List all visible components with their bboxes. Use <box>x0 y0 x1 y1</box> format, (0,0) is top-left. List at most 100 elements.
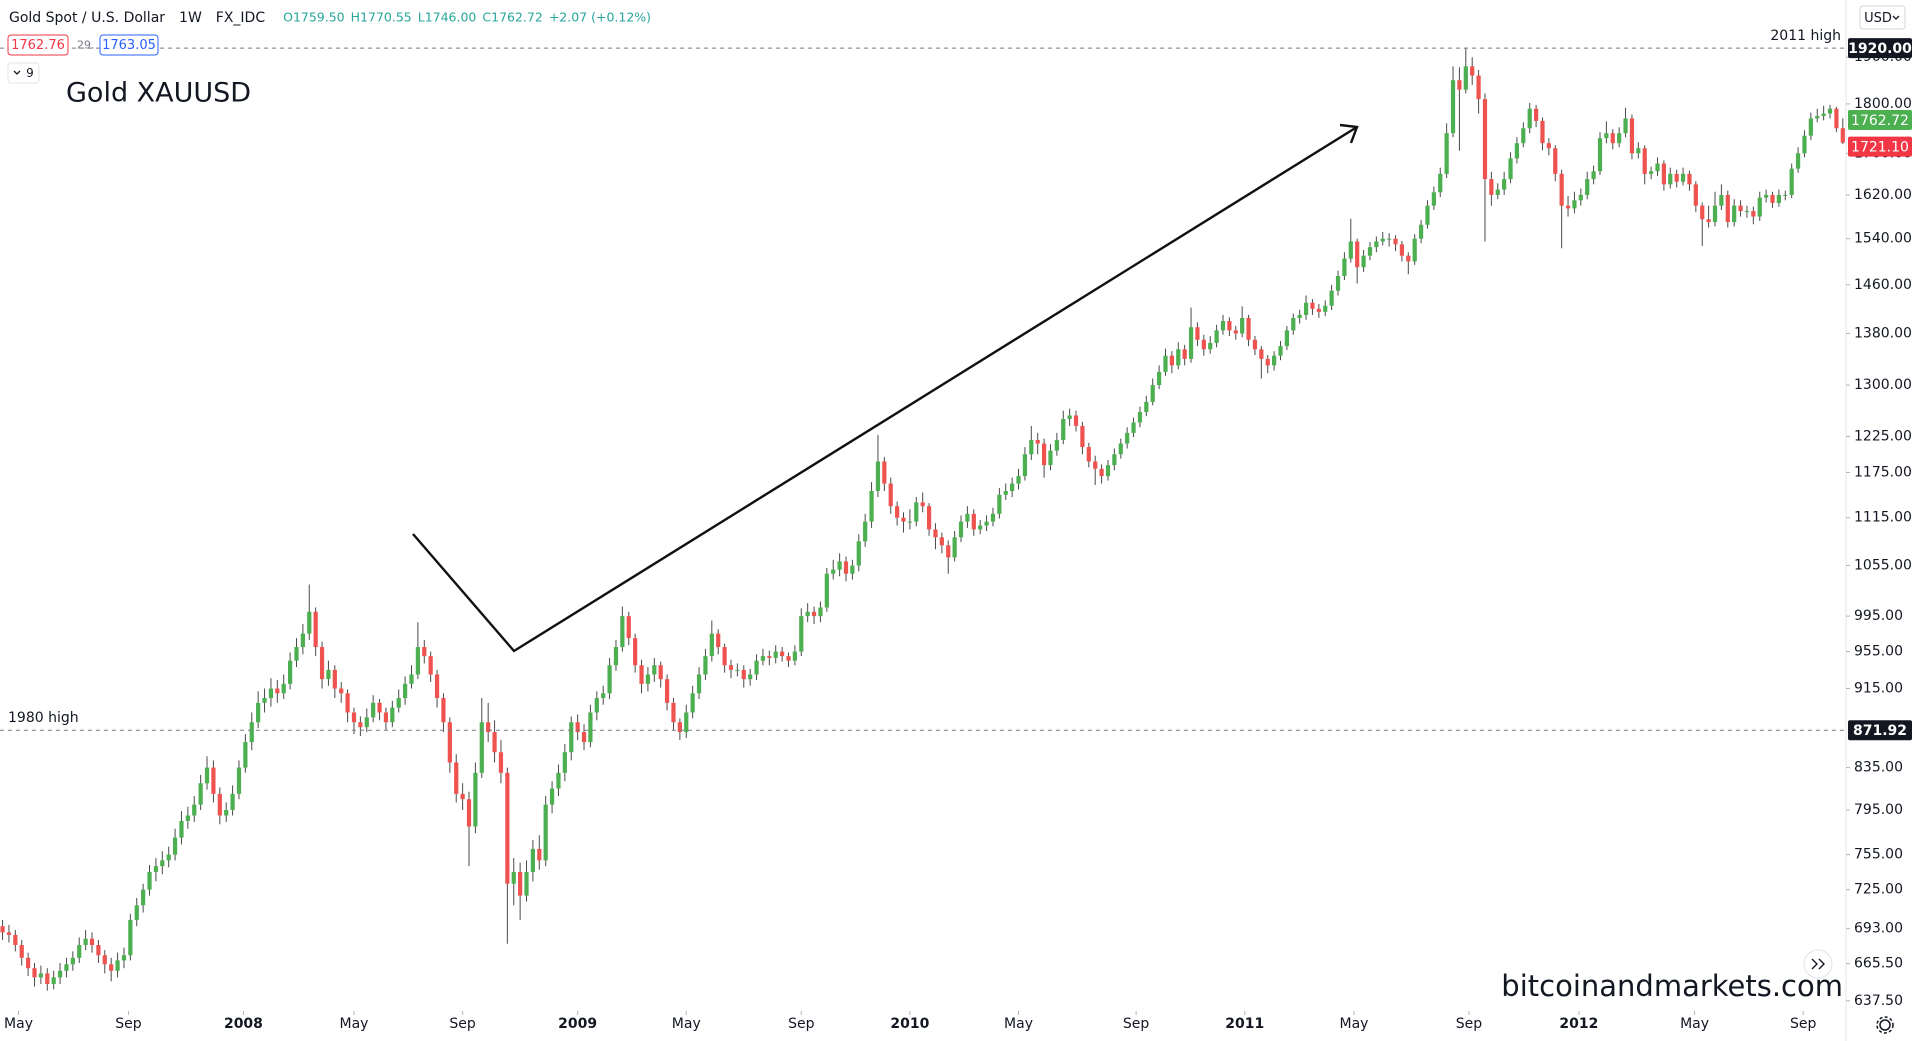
candle-body <box>997 494 1002 514</box>
candle-body <box>505 772 510 884</box>
candle-body <box>1150 385 1155 402</box>
y-tick-label: 1540.00 <box>1854 231 1912 247</box>
candle-body <box>882 461 887 484</box>
x-tick-label: May <box>672 1016 701 1032</box>
currency[interactable]: USD <box>1864 11 1892 26</box>
candle-body <box>1636 148 1641 154</box>
y-tick-label: 755.00 <box>1854 847 1903 863</box>
candle-body <box>639 665 644 684</box>
candle-body <box>1642 148 1647 174</box>
chart-title: Gold XAUUSD <box>66 78 251 109</box>
x-tick-label: Sep <box>1456 1016 1483 1032</box>
candle-body <box>1565 205 1571 209</box>
x-tick-label: Sep <box>788 1016 815 1032</box>
candle-body <box>933 529 938 538</box>
candle-body <box>1265 358 1270 366</box>
y-tick-label: 665.50 <box>1854 956 1903 972</box>
level-price-box <box>1848 720 1912 741</box>
candle-body <box>1438 173 1443 193</box>
candle-body <box>965 513 970 522</box>
candle-body <box>326 669 331 680</box>
candle-body <box>377 702 382 713</box>
candle-body <box>287 660 293 684</box>
candle-body <box>869 491 874 522</box>
candle-body <box>901 517 906 522</box>
candle-body <box>1578 194 1583 201</box>
candle-body <box>1041 443 1047 466</box>
candle-body <box>594 698 599 713</box>
candle-body <box>153 866 159 872</box>
candle-body <box>428 656 433 675</box>
candle-body <box>128 919 133 956</box>
candle-body <box>1125 432 1130 444</box>
candle-body <box>1802 135 1807 154</box>
price-label-box <box>1848 136 1912 157</box>
candle-body <box>607 665 612 694</box>
candle-body <box>588 712 593 743</box>
y-tick-label: 637.50 <box>1854 993 1903 1009</box>
candle-body <box>83 938 88 946</box>
candle-body <box>1585 179 1590 195</box>
candle-body <box>1067 415 1072 419</box>
candle-body <box>850 565 855 574</box>
scroll-right-button[interactable] <box>1803 949 1833 979</box>
settings-gear[interactable] <box>1876 1016 1894 1034</box>
candle-body <box>1661 163 1667 185</box>
header-ohlc: O1759.50 <box>283 10 345 25</box>
candle-body <box>160 860 165 867</box>
candle-body <box>147 871 152 890</box>
candle-body <box>1655 163 1660 172</box>
candle-body <box>1380 238 1385 242</box>
candle-body <box>1227 321 1232 331</box>
header-symbol: Gold Spot / U.S. Dollar <box>9 10 165 26</box>
candle-body <box>281 683 286 694</box>
price-label-box <box>1848 109 1912 130</box>
price-axis: 637.50 665.50 693.00 725.00 755.00 795.00 835.… <box>1846 38 1912 1009</box>
candle-body <box>409 674 414 684</box>
candle-body <box>434 674 440 699</box>
price-label: 1721.10 <box>1851 140 1909 156</box>
candle-body <box>696 674 702 694</box>
currency-button[interactable]: USD <box>1859 5 1906 30</box>
candle-body <box>0 926 5 933</box>
candle-body <box>1629 118 1635 154</box>
candle-body <box>652 665 657 675</box>
candle-body <box>1533 108 1539 121</box>
candle-body <box>537 848 542 861</box>
candle-body <box>294 647 299 661</box>
candle-body <box>141 889 146 906</box>
candle-body <box>792 651 797 661</box>
indicator-count[interactable]: 9 <box>26 66 34 80</box>
candle-body <box>396 698 401 708</box>
candle-body <box>671 702 676 723</box>
candle-body <box>518 871 523 896</box>
candle-body <box>339 688 344 694</box>
candle-body <box>946 545 951 558</box>
candle-body <box>1431 192 1436 206</box>
candle-body <box>13 934 18 946</box>
candle-body <box>888 483 893 507</box>
candle-body <box>1073 415 1079 426</box>
candle-body <box>843 561 849 574</box>
candle-body <box>185 815 190 821</box>
candle-body <box>6 932 12 935</box>
candle-body <box>767 656 772 658</box>
candle-body <box>709 633 714 657</box>
candle-body <box>939 537 944 546</box>
candle-body <box>1061 418 1066 440</box>
candle-body <box>1118 443 1123 455</box>
candle-body <box>192 804 197 816</box>
candle-body <box>1649 171 1654 174</box>
indicator-toggle[interactable]: 9 <box>7 62 40 84</box>
candle-body <box>121 955 127 961</box>
candle-body <box>1310 302 1315 309</box>
candle-body <box>275 688 280 694</box>
candle-body <box>952 537 957 558</box>
candle-body <box>224 810 229 816</box>
candle-body <box>1284 330 1290 347</box>
candle-body <box>1834 108 1839 129</box>
candle-body <box>1776 194 1782 203</box>
candle-body <box>1323 305 1328 312</box>
candle-body <box>722 647 727 666</box>
candle-body <box>1022 454 1028 477</box>
